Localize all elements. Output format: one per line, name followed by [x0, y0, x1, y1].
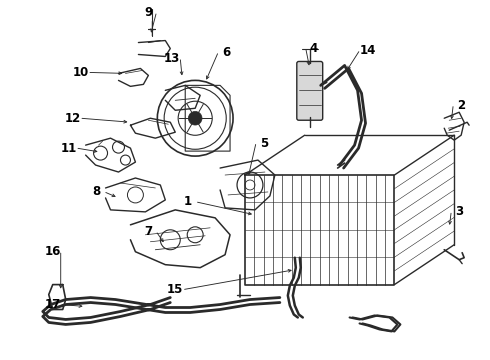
Text: 15: 15	[167, 283, 183, 296]
Text: 5: 5	[260, 137, 268, 150]
Text: 16: 16	[45, 245, 61, 258]
Text: 2: 2	[457, 99, 465, 112]
Text: 13: 13	[164, 52, 180, 65]
Text: 8: 8	[93, 185, 101, 198]
Text: 6: 6	[222, 46, 230, 59]
Text: 12: 12	[65, 112, 81, 125]
Text: 17: 17	[45, 298, 61, 311]
Text: 4: 4	[310, 42, 318, 55]
Text: 9: 9	[144, 6, 152, 19]
Text: 14: 14	[359, 44, 376, 57]
Text: 10: 10	[73, 66, 89, 79]
Circle shape	[188, 112, 202, 125]
Text: 11: 11	[61, 141, 77, 155]
Text: 1: 1	[184, 195, 192, 208]
Text: 3: 3	[455, 205, 463, 219]
FancyBboxPatch shape	[297, 62, 323, 120]
Text: 7: 7	[145, 225, 152, 238]
